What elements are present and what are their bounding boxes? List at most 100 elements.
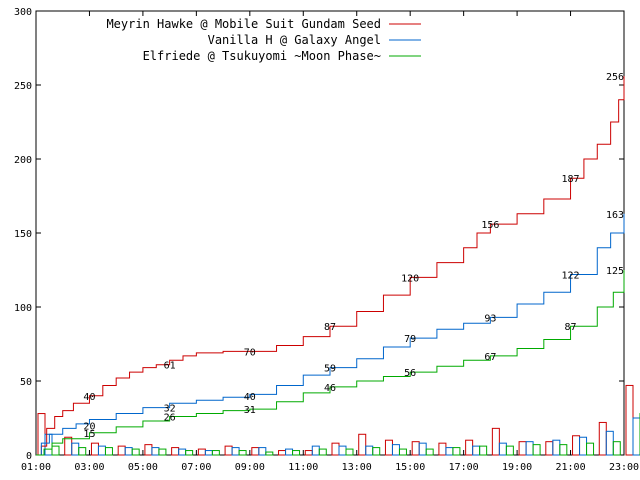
- data-label-s0-6: 187: [562, 174, 580, 185]
- hourly-bar-s0-h9: [278, 450, 287, 456]
- hourly-bar-s1-h8: [258, 447, 267, 456]
- data-label-s0-2: 70: [244, 347, 256, 358]
- x-tick-label: 07:00: [181, 462, 211, 473]
- data-label-s0-7: 256: [606, 72, 624, 83]
- data-label-s0-5: 156: [481, 220, 499, 231]
- data-label-s2-5: 67: [484, 352, 496, 363]
- legend: Meyrin Hawke @ Mobile Suit Gundam Seed Va…: [106, 17, 421, 63]
- hourly-bar-s0-h3: [117, 445, 126, 456]
- series-line-2: [36, 270, 625, 456]
- hourly-bar-s2-h12: [372, 447, 381, 456]
- data-label-s1-4: 79: [404, 334, 416, 345]
- data-label-s1-0: 20: [83, 421, 95, 432]
- hourly-bar-s0-h20: [572, 435, 581, 456]
- data-label-s1-1: 32: [164, 404, 176, 415]
- hourly-bar-s2-h0: [51, 445, 60, 456]
- hourly-bar-s1-h12: [365, 445, 374, 456]
- hourly-bar-s0-h7: [224, 445, 233, 456]
- data-label-s2-2: 31: [244, 405, 256, 416]
- legend-label-1: Vanilla H @ Galaxy Angel: [208, 33, 381, 47]
- hourly-bar-s2-h3: [131, 448, 140, 456]
- hourly-bar-s2-h20: [586, 442, 595, 456]
- x-tick-label: 17:00: [449, 462, 479, 473]
- y-tick-label: 100: [14, 303, 32, 314]
- hourly-bar-s2-h6: [211, 450, 220, 456]
- hourly-bar-s2-h13: [398, 448, 407, 456]
- hourly-bar-s0-h1: [64, 436, 73, 456]
- x-tick-label: 15:00: [395, 462, 425, 473]
- hourly-bar-s1-h20: [579, 436, 588, 456]
- hourly-bar-s1-h13: [391, 444, 400, 456]
- y-tick-label: 0: [26, 451, 32, 462]
- x-tick-label: 11:00: [288, 462, 318, 473]
- data-label-s2-6: 87: [565, 322, 577, 333]
- hourly-bar-s1-h9: [285, 448, 294, 456]
- axis-ticks: 0 50 100 150 200 250 300 01:00 03:00 05:00 07:00 09…: [14, 7, 639, 473]
- hourly-bar-s1-h0: [44, 433, 53, 456]
- hourly-bar-s1-h22: [632, 417, 640, 456]
- hourly-bar-s1-h5: [178, 448, 187, 456]
- hourly-bar-s2-h10: [318, 448, 327, 456]
- x-tick-label: 19:00: [502, 462, 532, 473]
- hourly-bar-s0-h5: [171, 447, 180, 456]
- hourly-bar-s0-h19: [545, 441, 554, 456]
- data-label-s2-4: 56: [404, 368, 416, 379]
- data-label-s1-2: 40: [244, 392, 256, 403]
- hourly-bar-s0-h18: [518, 441, 527, 456]
- hourly-bar-s1-h2: [97, 445, 106, 456]
- hourly-bar-s1-h14: [418, 442, 427, 456]
- hourly-bar-s2-h1: [78, 447, 87, 456]
- hourly-bar-s1-h3: [124, 447, 133, 456]
- hourly-bar-s1-h15: [445, 447, 454, 456]
- x-tick-label: 13:00: [342, 462, 372, 473]
- hourly-bar-s2-h14: [425, 448, 434, 456]
- y-tick-label: 150: [14, 229, 32, 240]
- hourly-bar-s1-h21: [605, 430, 614, 456]
- data-label-s1-3: 59: [324, 364, 336, 375]
- hourly-bar-s0-h12: [358, 433, 367, 456]
- hourly-bar-s0-h14: [411, 441, 420, 456]
- data-label-s0-3: 87: [324, 322, 336, 333]
- x-tick-label: 21:00: [555, 462, 585, 473]
- hourly-bar-s2-h8: [265, 451, 274, 456]
- hourly-bar-s0-h4: [144, 444, 153, 456]
- series-line-0: [36, 76, 625, 456]
- hourly-bar-s0-h22: [625, 384, 634, 456]
- hourly-bar-s1-h10: [311, 445, 320, 456]
- hourly-bar-s0-h8: [251, 447, 260, 456]
- hourly-bar-s2-h4: [158, 448, 167, 456]
- hourly-bar-s1-h7: [231, 447, 240, 456]
- hourly-bar-s2-h18: [532, 444, 541, 456]
- hourly-bar-s1-h18: [525, 441, 534, 456]
- hourly-bar-s1-h1: [71, 442, 80, 456]
- data-label-s0-1: 61: [164, 361, 176, 372]
- series-lines: [36, 76, 625, 456]
- hourly-bar-s2-h15: [452, 447, 461, 456]
- hourly-bar-s0-h17: [491, 427, 500, 456]
- hourly-bar-s2-h7: [238, 450, 247, 456]
- data-label-s2-0: 15: [83, 429, 95, 440]
- hourly-bar-s2-h5: [185, 450, 194, 456]
- legend-label-0: Meyrin Hawke @ Mobile Suit Gundam Seed: [106, 17, 381, 31]
- hourly-bar-s1-h19: [552, 439, 561, 456]
- data-label-s1-7: 163: [606, 210, 624, 221]
- x-tick-label: 03:00: [74, 462, 104, 473]
- x-tick-label: 05:00: [128, 462, 158, 473]
- hourly-bar-s2-h19: [559, 444, 568, 456]
- hourly-bar-s1-h17: [498, 442, 507, 456]
- data-label-s1-6: 122: [562, 270, 580, 281]
- hourly-bar-s2-h11: [345, 448, 354, 456]
- y-tick-label: 250: [14, 81, 32, 92]
- hourly-bar-s0-h2: [90, 442, 99, 456]
- y-tick-label: 300: [14, 7, 32, 18]
- hourly-bar-s0-h11: [331, 442, 340, 456]
- hourly-bar-s2-h9: [292, 450, 301, 456]
- x-tick-label: 23:00: [609, 462, 639, 473]
- data-label-s2-1: 26: [164, 413, 176, 424]
- data-label-s0-0: 40: [83, 392, 95, 403]
- y-tick-label: 50: [20, 377, 32, 388]
- hourly-bar-s1-h6: [204, 450, 213, 456]
- hourly-bar-s1-h4: [151, 447, 160, 456]
- data-label-s1-5: 93: [484, 313, 496, 324]
